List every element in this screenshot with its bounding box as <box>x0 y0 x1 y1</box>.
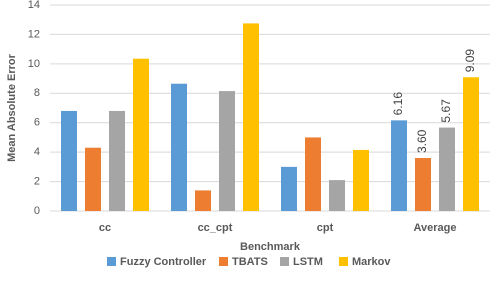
bar <box>171 83 187 211</box>
bar <box>329 180 345 211</box>
y-tick-label: 0 <box>34 205 40 217</box>
data-label: 9.09 <box>463 49 477 73</box>
x-tick-label: cc_cpt <box>198 222 233 234</box>
bar <box>439 127 455 211</box>
bar <box>195 190 211 211</box>
y-tick-label: 4 <box>34 146 40 158</box>
x-tick-label: cc <box>99 222 111 234</box>
bar <box>219 91 235 211</box>
legend-swatch <box>339 257 348 266</box>
y-tick-label: 10 <box>28 58 40 70</box>
legend-swatch <box>280 257 289 266</box>
y-tick-label: 6 <box>34 117 40 129</box>
legend-label: Fuzzy Controller <box>120 256 207 268</box>
x-tick-label: cpt <box>317 222 334 234</box>
y-tick-label: 2 <box>34 175 40 187</box>
bar <box>281 166 297 211</box>
y-tick-label: 12 <box>28 28 40 40</box>
x-tick-label: Average <box>413 222 456 234</box>
y-tick-label: 8 <box>34 87 40 99</box>
legend-label: LSTM <box>293 256 323 268</box>
x-axis-label: Benchmark <box>240 241 301 253</box>
y-axis-label: Mean Absolute Error <box>6 53 18 161</box>
legend-swatch <box>219 257 228 266</box>
bar <box>243 23 259 212</box>
bar <box>353 149 369 211</box>
data-label: 5.67 <box>439 99 453 123</box>
bar <box>391 120 407 211</box>
bar <box>61 110 77 211</box>
legend-label: Markov <box>352 256 391 268</box>
bar <box>463 77 479 211</box>
legend-swatch <box>107 257 116 266</box>
bar <box>109 110 125 211</box>
bar <box>305 137 321 211</box>
bar <box>415 158 431 211</box>
y-tick-label: 14 <box>28 0 40 11</box>
legend-label: TBATS <box>232 256 268 268</box>
data-label: 3.60 <box>415 129 429 153</box>
data-label: 6.16 <box>391 92 405 116</box>
bar <box>133 58 149 212</box>
bar <box>85 147 101 211</box>
